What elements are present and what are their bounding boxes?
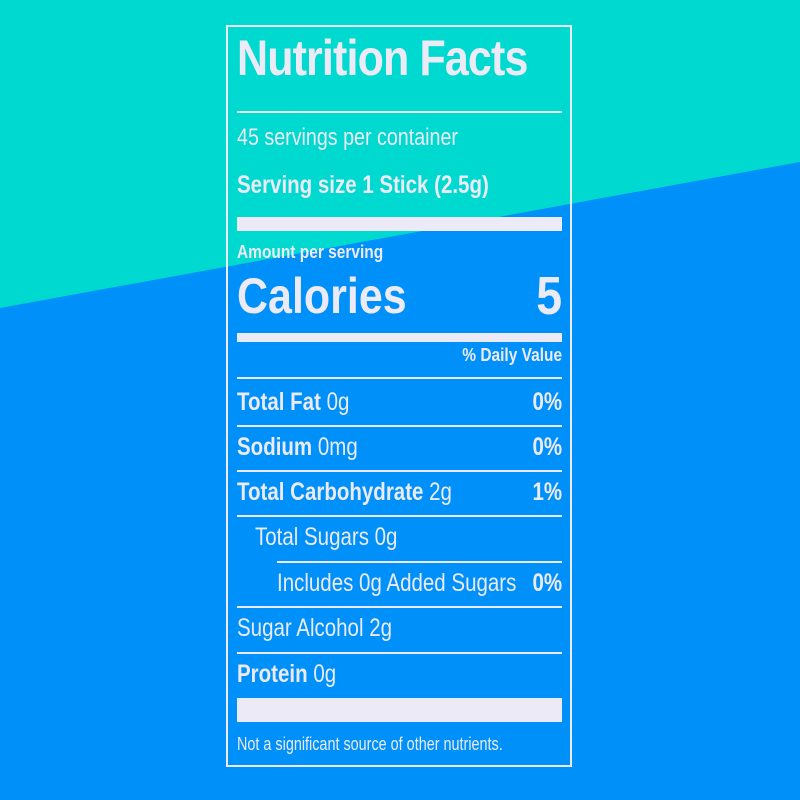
divider	[277, 561, 562, 563]
thick-divider	[237, 698, 562, 722]
nutrient-dv: 1%	[532, 478, 562, 506]
nutrient-amount: 0mg	[317, 433, 358, 461]
serving-size: Serving size 1 Stick (2.5g)	[237, 171, 489, 199]
divider	[237, 111, 562, 113]
nutrient-row-total-sugars: Total Sugars 0g	[237, 517, 562, 561]
amount-per-serving: Amount per serving	[237, 242, 384, 262]
divider	[237, 606, 562, 608]
divider	[237, 425, 562, 427]
nutrient-amount: 0g	[313, 660, 337, 688]
footnote: Not a significant source of other nutrie…	[237, 734, 503, 754]
thick-divider	[237, 217, 562, 231]
nutrient-amount: 2g	[429, 478, 452, 506]
nutrient-name: Total Sugars 0g	[255, 523, 398, 551]
daily-value-header: % Daily Value	[462, 345, 562, 365]
nutrient-name: Total Fat	[237, 388, 321, 416]
nutrient-row-added-sugars: Includes 0g Added Sugars 0%	[237, 563, 562, 607]
medium-divider	[237, 333, 562, 342]
divider	[237, 377, 562, 379]
calories-value: 5	[536, 266, 562, 326]
calories-label: Calories	[237, 268, 407, 324]
nutrient-name: Includes 0g Added Sugars	[277, 569, 517, 597]
nutrition-facts-label: Nutrition Facts 45 servings per containe…	[226, 25, 572, 767]
servings-per-container: 45 servings per container	[237, 124, 458, 151]
nutrient-dv: 0%	[532, 388, 562, 416]
nutrient-name: Protein	[237, 660, 308, 688]
label-title: Nutrition Facts	[237, 30, 528, 86]
divider	[237, 470, 562, 472]
nutrient-name: Sugar Alcohol 2g	[237, 614, 393, 642]
nutrient-row-sodium: Sodium 0mg 0%	[237, 427, 562, 471]
nutrient-row-total-fat: Total Fat 0g 0%	[237, 382, 562, 426]
nutrient-dv: 0%	[532, 433, 562, 461]
divider	[237, 515, 562, 517]
nutrient-amount: 0g	[326, 388, 350, 416]
nutrient-name: Sodium	[237, 433, 313, 461]
nutrient-row-total-carbohydrate: Total Carbohydrate 2g 1%	[237, 472, 562, 516]
nutrient-name: Total Carbohydrate	[237, 478, 424, 506]
nutrient-dv: 0%	[532, 569, 562, 597]
nutrient-row-protein: Protein 0g	[237, 654, 562, 698]
divider	[237, 652, 562, 654]
nutrient-row-sugar-alcohol: Sugar Alcohol 2g	[237, 608, 562, 652]
